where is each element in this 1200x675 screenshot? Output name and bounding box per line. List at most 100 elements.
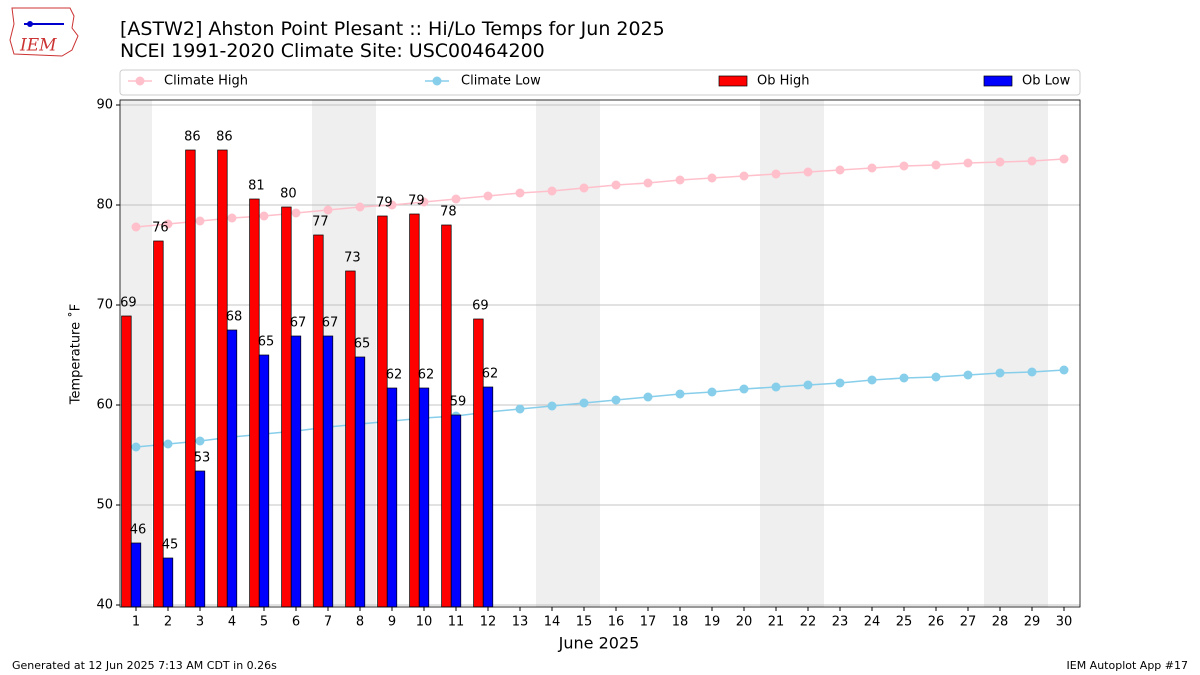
point: [899, 161, 909, 171]
data-label: 62: [418, 368, 435, 383]
point: [259, 211, 269, 221]
bar: [354, 356, 366, 608]
point: [451, 194, 461, 204]
bar: [249, 198, 260, 608]
point: [131, 222, 141, 232]
chart-subtitle: NCEI 1991-2020 Climate Site: USC00464200: [120, 40, 545, 62]
point: [963, 158, 973, 168]
bar: [377, 215, 388, 608]
data-label: 86: [216, 130, 233, 145]
point: [131, 442, 141, 452]
point: [355, 202, 365, 212]
legend-label: Climate High: [164, 74, 248, 89]
data-label: 80: [280, 187, 297, 202]
point: [419, 197, 429, 207]
point: [1027, 367, 1037, 377]
x-tick-label: 21: [768, 615, 785, 630]
weekend-shade: [760, 100, 824, 607]
bar: [386, 387, 398, 608]
x-tick-label: 13: [512, 615, 529, 630]
bar: [194, 470, 206, 608]
bar: [130, 542, 142, 608]
legend-swatch: [718, 75, 748, 87]
bar: [482, 386, 494, 608]
data-label: 69: [120, 296, 137, 311]
data-label: 67: [290, 316, 307, 331]
bar: [226, 329, 238, 608]
point: [227, 213, 237, 223]
y-tick-label: 70: [96, 298, 113, 313]
point: [739, 384, 749, 394]
data-label: 68: [226, 310, 243, 325]
data-label: 69: [472, 299, 489, 314]
weekend-shade: [536, 100, 600, 607]
y-tick-label: 90: [96, 98, 113, 113]
weekend-shade: [984, 100, 1048, 607]
x-tick-label: 3: [196, 615, 204, 630]
y-tick-label: 80: [96, 198, 113, 213]
x-tick-label: 29: [1024, 615, 1041, 630]
x-tick-label: 12: [480, 615, 497, 630]
point: [803, 167, 813, 177]
bar: [409, 213, 420, 608]
point: [547, 186, 557, 196]
point: [1059, 365, 1069, 375]
x-tick-label: 26: [928, 615, 945, 630]
data-label: 81: [248, 179, 265, 194]
point: [899, 373, 909, 383]
data-label: 62: [386, 368, 403, 383]
x-tick-label: 14: [544, 615, 561, 630]
bar: [441, 224, 452, 608]
bar: [217, 149, 228, 608]
x-tick-label: 28: [992, 615, 1009, 630]
x-tick-label: 22: [800, 615, 817, 630]
bar: [313, 234, 324, 608]
point: [931, 160, 941, 170]
point: [483, 191, 493, 201]
x-tick-label: 19: [704, 615, 721, 630]
x-tick-label: 1: [132, 615, 140, 630]
x-tick-label: 4: [228, 615, 236, 630]
point: [611, 395, 621, 405]
point: [195, 436, 205, 446]
point: [515, 188, 525, 198]
x-tick-label: 5: [260, 615, 268, 630]
y-tick-label: 60: [96, 398, 113, 413]
legend-label: Ob High: [757, 74, 810, 89]
logo-text: IEM: [19, 36, 57, 56]
legend-marker: [135, 76, 145, 86]
logo: IEM: [9, 7, 79, 57]
data-label: 59: [450, 395, 467, 410]
point: [579, 183, 589, 193]
point: [771, 382, 781, 392]
point: [195, 216, 205, 226]
point: [1027, 156, 1037, 166]
point: [867, 375, 877, 385]
x-tick-label: 16: [608, 615, 625, 630]
bar: [258, 354, 270, 608]
point: [835, 165, 845, 175]
point: [963, 370, 973, 380]
point: [515, 404, 525, 414]
data-label: 77: [312, 215, 329, 230]
point: [867, 163, 877, 173]
chart-title: [ASTW2] Ahston Point Plesant :: Hi/Lo Te…: [120, 18, 665, 40]
legend-frame: [119, 69, 1081, 96]
data-label: 62: [482, 367, 499, 382]
bar: [473, 318, 484, 608]
data-label: 67: [322, 316, 339, 331]
point: [387, 200, 397, 210]
point: [163, 219, 173, 229]
plot-frame: [119, 99, 1081, 608]
point: [931, 372, 941, 382]
x-tick-label: 30: [1056, 615, 1073, 630]
point: [323, 205, 333, 215]
y-tick-label: 40: [96, 598, 113, 613]
legend-marker: [432, 76, 442, 86]
data-label: 73: [344, 251, 361, 266]
data-label: 65: [258, 335, 275, 350]
point: [579, 398, 589, 408]
point: [835, 378, 845, 388]
x-tick-label: 15: [576, 615, 593, 630]
